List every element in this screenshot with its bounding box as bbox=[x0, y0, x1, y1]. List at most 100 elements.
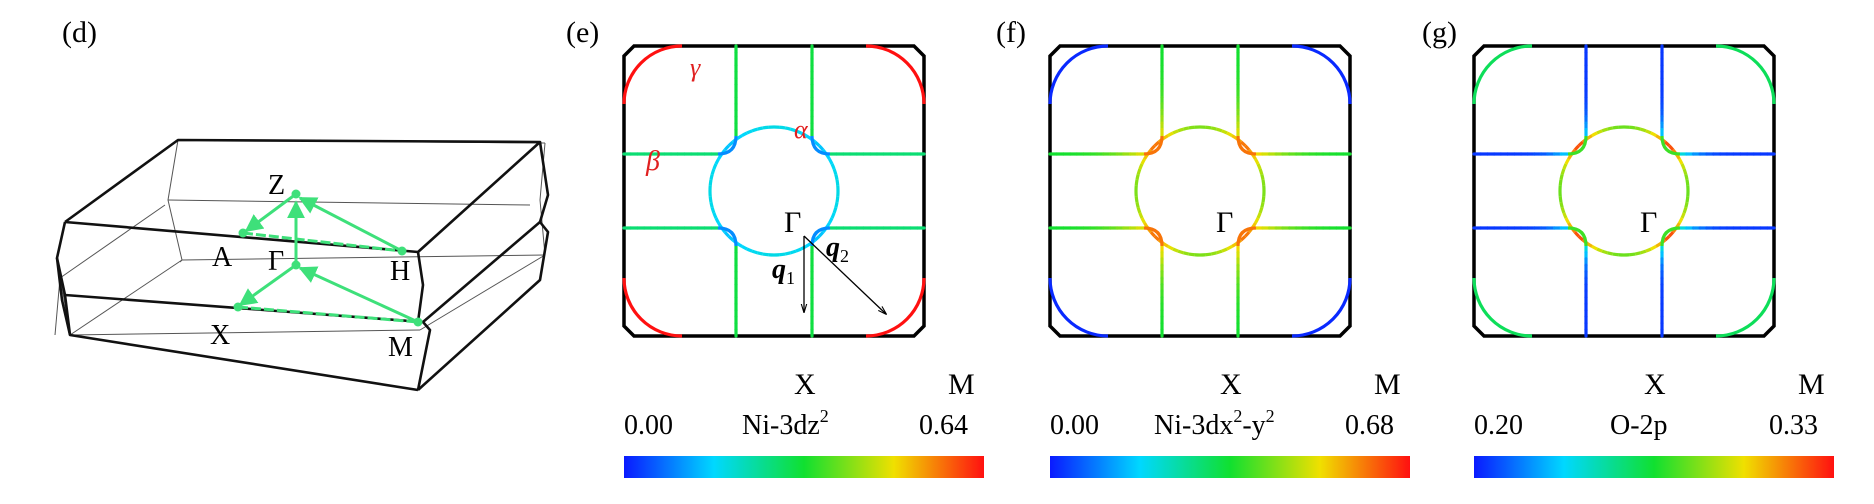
fermi-circle-segment bbox=[1560, 168, 1566, 175]
fermi-circle-segment bbox=[746, 129, 753, 135]
colorbar-f: 0.00 Ni-3dx2-y2 0.68 bbox=[1050, 406, 1410, 478]
fermi-circle-segment bbox=[1138, 212, 1144, 219]
fermi-circle-segment bbox=[1684, 201, 1689, 208]
fermi-circle-segment bbox=[1650, 245, 1657, 251]
fermi-arc-corner-bottom-right bbox=[865, 277, 926, 338]
colorbar-g-bar bbox=[1474, 456, 1834, 478]
band-label-alpha: α bbox=[794, 115, 809, 144]
fermi-circle-segment bbox=[1254, 158, 1260, 165]
fermi-circle-segment bbox=[832, 207, 838, 214]
fermi-circle-segment bbox=[1577, 235, 1584, 242]
fermi-circle-segment bbox=[1680, 163, 1686, 170]
fermi-circle-segment bbox=[1254, 217, 1260, 224]
fermi-circle-segment bbox=[1149, 144, 1156, 151]
fermi-circle-segment bbox=[746, 247, 753, 253]
fermi-junction-bottom-right bbox=[1660, 226, 1681, 247]
fermi-circle-segment bbox=[1167, 245, 1174, 251]
colorbar-e-min: 0.00 bbox=[624, 410, 673, 441]
fermi-arc-corner-top-left bbox=[1472, 44, 1533, 105]
fermi-junction-top-left bbox=[1143, 135, 1164, 156]
colorbar-g-title: O-2p bbox=[1610, 410, 1668, 441]
fermi-circle-segment bbox=[1685, 179, 1690, 186]
fermi-circle-segment bbox=[1573, 231, 1580, 238]
fermi-circle-segment bbox=[1183, 126, 1190, 131]
fermi-circle-segment bbox=[1664, 140, 1671, 147]
colorbar-e-bar bbox=[624, 456, 984, 478]
fermi-circle-segment bbox=[1560, 207, 1566, 214]
fermi-circle-segment bbox=[1183, 251, 1190, 256]
fermi-junction-top-right bbox=[1236, 135, 1257, 156]
fermi-circle-segment bbox=[1607, 126, 1614, 131]
panel-f: (f) Γ X M 0.00 Ni-3dx2-y2 0.68 bbox=[996, 16, 1410, 478]
fermi-circle-segment bbox=[828, 217, 834, 224]
fermi-circle-segment bbox=[723, 144, 730, 151]
fermi-circle-segment bbox=[1634, 251, 1641, 256]
x-label-g: X bbox=[1644, 368, 1666, 401]
fermi-circle-segment bbox=[1559, 201, 1564, 208]
bz-outer-edges bbox=[55, 138, 550, 392]
fermi-circle-segment bbox=[828, 158, 834, 165]
fermi-circle-segment bbox=[1258, 168, 1264, 175]
fermi-circle-segment bbox=[1153, 235, 1160, 242]
x-label-e: X bbox=[794, 368, 816, 401]
fermi-circle-segment bbox=[762, 252, 769, 257]
fermi-circle-segment bbox=[790, 249, 797, 255]
fermi-circle-segment bbox=[1205, 252, 1212, 257]
fermi-circle-segment bbox=[1231, 242, 1238, 248]
fermi-circle-segment bbox=[1684, 174, 1689, 181]
fermi-circle-segment bbox=[1564, 158, 1570, 165]
brillouin-zone bbox=[54, 138, 550, 392]
fermi-circle-segment bbox=[814, 235, 821, 242]
fermi-circle-segment bbox=[1558, 196, 1563, 203]
q2-label: q2 bbox=[826, 232, 849, 266]
fermi-circle-segment bbox=[1162, 242, 1169, 248]
fermi-circle-segment bbox=[779, 125, 786, 130]
colorbar-e: 0.00 Ni-3dz2 0.64 bbox=[624, 406, 984, 478]
label-gamma: Γ bbox=[268, 246, 284, 277]
bz-frame bbox=[1472, 44, 1776, 338]
fermi-junction-top-left bbox=[717, 135, 738, 156]
fermi-circle-segment bbox=[784, 126, 791, 131]
bz-frame bbox=[1048, 44, 1352, 338]
fermi-arc-corner-bottom-right bbox=[1291, 277, 1352, 338]
fermi-circle-segment bbox=[708, 196, 713, 203]
fermi-circle-segment bbox=[1655, 134, 1662, 140]
fermi-circle-segment bbox=[712, 163, 718, 170]
fermi-circle-segment bbox=[784, 251, 791, 256]
fermi-circle-segment bbox=[1260, 174, 1265, 181]
fermi-circle-segment bbox=[1573, 144, 1580, 151]
colorbar-g: 0.20 O-2p 0.33 bbox=[1474, 410, 1834, 478]
fermi-circle-segment bbox=[1135, 201, 1140, 208]
panel-g: (g) Γ X M 0.20 O-2p 0.33 bbox=[1422, 16, 1834, 478]
fermi-circle-segment bbox=[741, 245, 748, 251]
fermi-circle-segment bbox=[1680, 212, 1686, 219]
fermi-circle-segment bbox=[818, 231, 825, 238]
q2-arrow bbox=[803, 235, 886, 314]
fermi-circle-segment bbox=[1140, 158, 1146, 165]
colorbar-f-title: Ni-3dx2-y2 bbox=[1154, 406, 1275, 441]
fermi-circle-segment bbox=[1216, 249, 1223, 255]
fermi-circle-segment bbox=[1162, 134, 1169, 140]
fermi-circle-segment bbox=[835, 196, 840, 203]
fermi-circle-segment bbox=[1640, 127, 1647, 133]
x-label-f: X bbox=[1220, 368, 1242, 401]
fermi-junction-top-right bbox=[810, 135, 831, 156]
bz-frame bbox=[622, 44, 926, 338]
colorbar-f-min: 0.00 bbox=[1050, 410, 1099, 441]
fermi-circle-segment bbox=[1153, 140, 1160, 147]
fermi-circle-segment bbox=[1596, 129, 1603, 135]
fermi-circle-segment bbox=[1231, 134, 1238, 140]
fermi-circle-segment bbox=[1149, 231, 1156, 238]
label-x: X bbox=[210, 320, 230, 351]
label-h: H bbox=[390, 256, 410, 287]
panel-f-label: (f) bbox=[996, 16, 1026, 49]
fermi-circle-segment bbox=[1244, 144, 1251, 151]
fermi-circle-segment bbox=[1558, 179, 1563, 186]
fermi-circle-segment bbox=[1634, 126, 1641, 131]
fermi-circle-segment bbox=[1612, 125, 1619, 130]
fermi-circle-segment bbox=[1260, 201, 1265, 208]
panel-e-annotations: γ β α Γ q1 q2 X M bbox=[645, 53, 975, 401]
fermi-circle-segment bbox=[779, 252, 786, 257]
fermi-circle-segment bbox=[1645, 247, 1652, 253]
